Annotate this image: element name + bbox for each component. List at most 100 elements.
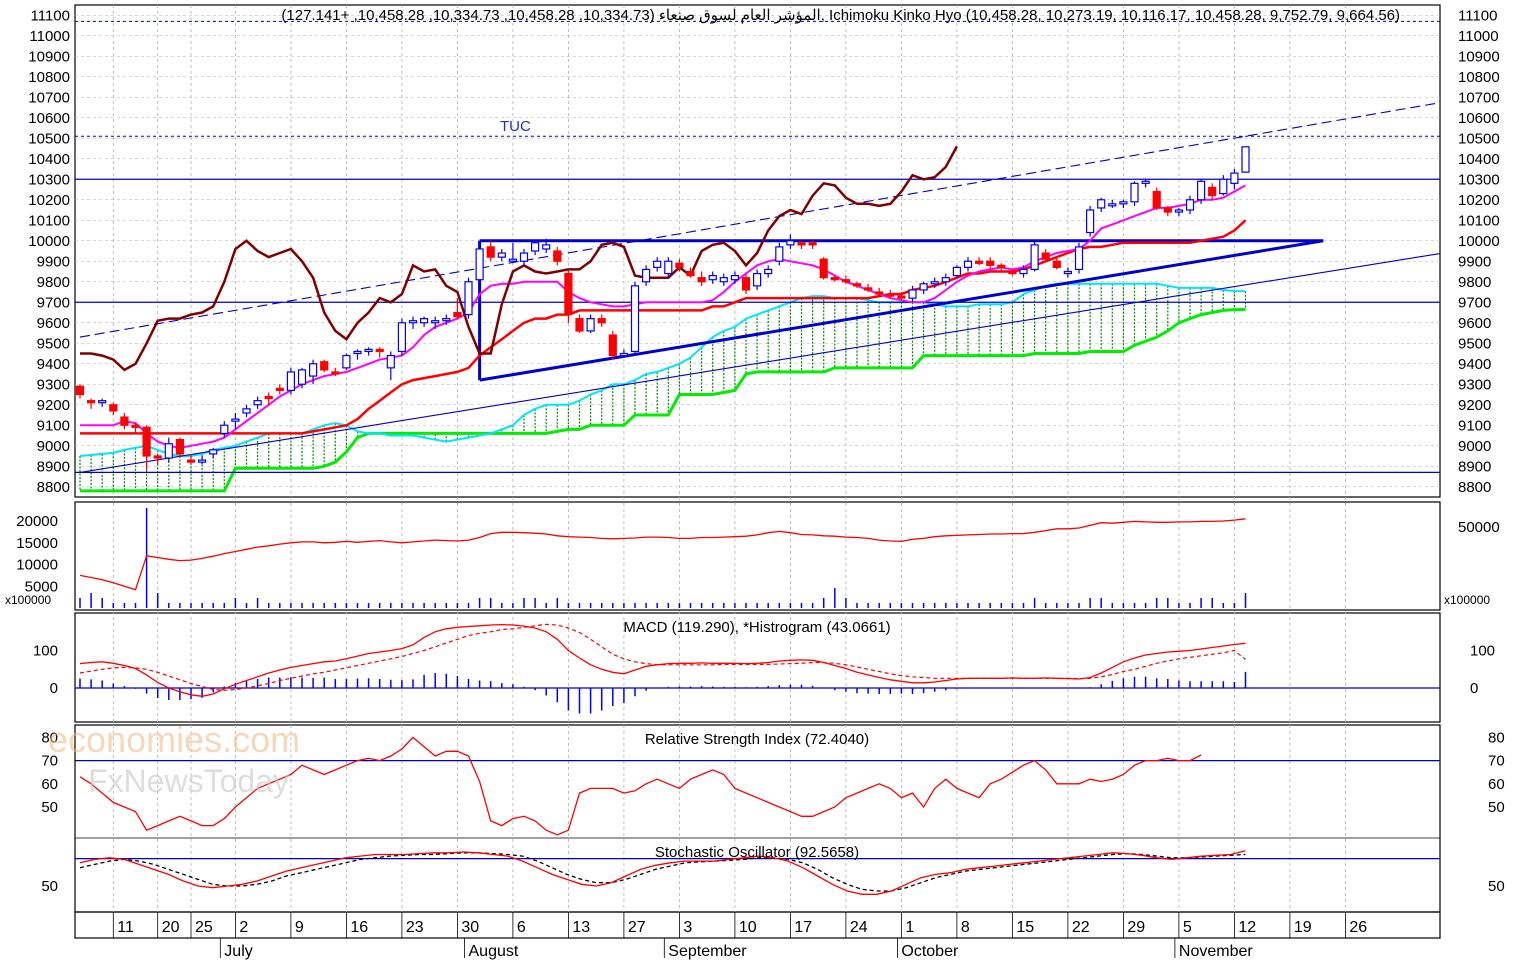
rsi-line xyxy=(79,736,1202,836)
price-tick-right: 10500 xyxy=(1458,130,1500,147)
candle-up xyxy=(231,418,240,422)
candle-down xyxy=(1052,260,1061,269)
candle-down xyxy=(1163,207,1172,213)
price-tick-left: 9100 xyxy=(37,417,70,434)
price-tick-left: 10100 xyxy=(28,212,70,229)
price-tick-left: 9600 xyxy=(37,315,70,332)
price-tick-left: 8900 xyxy=(37,458,70,475)
candle-up xyxy=(708,275,717,281)
tenkan-sen-line xyxy=(80,184,1246,449)
macd-panel xyxy=(75,623,1440,714)
candle-down xyxy=(797,242,806,246)
kijun-sen-line xyxy=(80,219,1247,435)
trendline xyxy=(79,102,1441,338)
volume-panel xyxy=(79,508,1247,608)
price-tick-left: 10700 xyxy=(28,89,70,106)
candle-up xyxy=(442,318,451,322)
panel-frame xyxy=(74,612,1441,723)
candle-up xyxy=(1019,268,1028,275)
x-month-label: September xyxy=(668,943,747,960)
candle-up xyxy=(730,275,740,281)
price-tick-right: 9800 xyxy=(1458,274,1491,291)
trendline xyxy=(479,239,1324,382)
price-tick-right: 11000 xyxy=(1458,28,1499,45)
price-tick-right: 10800 xyxy=(1458,69,1500,86)
x-day-label: 13 xyxy=(572,919,590,936)
price-tick-left: 9500 xyxy=(37,335,70,352)
candle-up xyxy=(164,443,173,459)
candle-up xyxy=(930,281,939,285)
macd-tick-left: 0 xyxy=(50,680,58,697)
candle-up xyxy=(1185,199,1195,211)
volume-right-tick: 50000 xyxy=(1458,519,1500,536)
candle-down xyxy=(142,426,151,457)
candle-down xyxy=(863,287,873,291)
x-day-label: 3 xyxy=(683,919,692,936)
rsi-tick-right: 60 xyxy=(1488,776,1505,793)
candle-up xyxy=(408,320,418,324)
x-day-label: 30 xyxy=(461,919,479,936)
price-tick-left: 11100 xyxy=(31,7,71,24)
candle-down xyxy=(986,260,995,266)
price-tick-right: 10400 xyxy=(1458,151,1500,168)
candle-down xyxy=(320,361,329,371)
price-tick-right: 10200 xyxy=(1458,192,1500,209)
price-tick-left: 9800 xyxy=(37,274,70,291)
x-day-label: 11 xyxy=(117,919,134,936)
candle-up xyxy=(1085,209,1095,234)
price-tick-right: 10300 xyxy=(1458,171,1500,188)
candle-up xyxy=(619,352,629,357)
candle-down xyxy=(75,385,85,396)
volume-scale-left: x100000 xyxy=(5,593,51,607)
candle-down xyxy=(575,318,584,332)
candle-up xyxy=(1241,146,1250,173)
candle-down xyxy=(686,270,695,277)
chikou-span-line xyxy=(80,145,958,372)
price-tick-left: 9900 xyxy=(37,253,70,270)
stoch-label: Stochastic Oscillator (92.5658) xyxy=(655,844,859,861)
price-tick-right: 9300 xyxy=(1458,376,1491,393)
candle-up xyxy=(664,260,673,275)
x-day-label: 19 xyxy=(1294,919,1312,936)
price-tick-right: 9700 xyxy=(1458,294,1491,311)
candle-up xyxy=(220,424,229,435)
candle-down xyxy=(1208,186,1217,197)
stoch-k-line xyxy=(79,850,1246,895)
candle-up xyxy=(764,268,773,275)
candle-up xyxy=(420,318,429,324)
candle-down xyxy=(886,293,895,297)
price-tick-left: 9400 xyxy=(37,356,70,373)
candle-up xyxy=(297,369,307,385)
candle-up xyxy=(1219,178,1228,195)
rsi-tick-left: 80 xyxy=(41,729,58,746)
candle-up xyxy=(1174,209,1184,213)
candle-down xyxy=(608,334,617,357)
macd-tick-right: 100 xyxy=(1470,643,1495,660)
trendline xyxy=(79,252,1441,473)
candle-up xyxy=(508,258,517,262)
price-tick-right: 11100 xyxy=(1458,7,1498,24)
volume-tick: 5000 xyxy=(25,578,58,595)
candle-up xyxy=(1230,172,1239,184)
x-day-label: 15 xyxy=(1016,919,1034,936)
x-day-label: 20 xyxy=(162,919,180,936)
candle-up xyxy=(653,260,662,269)
candle-up xyxy=(630,285,640,353)
candle-down xyxy=(997,264,1006,269)
x-month-label: August xyxy=(469,943,519,960)
price-tick-left: 10800 xyxy=(28,69,70,86)
price-tick-left: 9200 xyxy=(37,397,70,414)
candle-up xyxy=(242,408,251,414)
x-day-label: 6 xyxy=(517,919,526,936)
candle-down xyxy=(697,277,706,283)
candle-up xyxy=(963,260,973,269)
panel-frame xyxy=(74,4,1441,498)
candle-up xyxy=(342,354,351,369)
candle-up xyxy=(786,240,795,246)
candle-up xyxy=(908,289,917,299)
x-month-label: November xyxy=(1179,943,1253,960)
macd-tick-left: 100 xyxy=(33,643,58,660)
candle-down xyxy=(875,291,884,295)
volume-tick: 15000 xyxy=(16,535,58,552)
candle-up xyxy=(1119,201,1128,205)
